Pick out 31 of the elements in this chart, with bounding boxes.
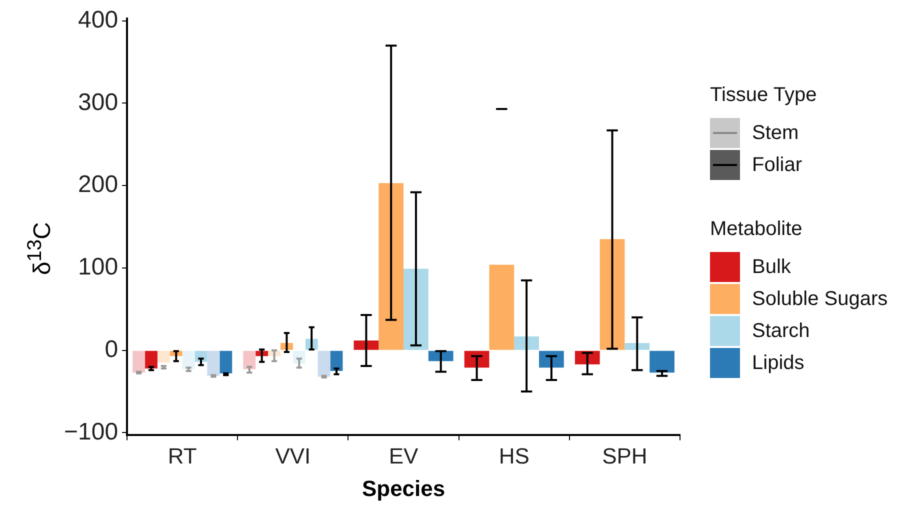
- bar: [514, 336, 539, 350]
- bar: [243, 350, 256, 370]
- bar: [182, 350, 195, 370]
- bar: [650, 350, 674, 373]
- bar: [207, 350, 220, 376]
- y-tick-label: −100: [64, 418, 118, 446]
- bar: [624, 342, 650, 350]
- x-axis-title: Species: [362, 476, 446, 501]
- legend-label: Lipids: [752, 352, 804, 374]
- bar: [157, 350, 170, 363]
- legend-label: Bulk: [752, 256, 791, 278]
- legend-label: Soluble Sugars: [752, 288, 888, 310]
- y-tick-label: 0: [104, 336, 118, 363]
- y-tick-label: 100: [78, 254, 118, 281]
- x-tick-label: EV: [388, 443, 419, 468]
- x-tick-label: SPH: [602, 443, 648, 468]
- x-tick-label: RT: [168, 443, 197, 468]
- text: Foliar: [752, 154, 802, 176]
- bar: [600, 239, 625, 350]
- text: Stem: [752, 122, 799, 144]
- legend-label: Starch: [752, 320, 810, 342]
- bar: [489, 264, 514, 350]
- y-tick-label: 400: [78, 6, 118, 34]
- bar: [318, 350, 330, 377]
- y-tick-label: 300: [78, 88, 118, 116]
- x-tick-label: VVI: [275, 443, 311, 468]
- x-tick-label: HS: [498, 443, 530, 468]
- y-tick-label: 200: [78, 171, 118, 198]
- bar: [132, 350, 146, 373]
- text: Tissue Type: [710, 84, 817, 107]
- legend-title: Metabolite: [710, 218, 804, 241]
